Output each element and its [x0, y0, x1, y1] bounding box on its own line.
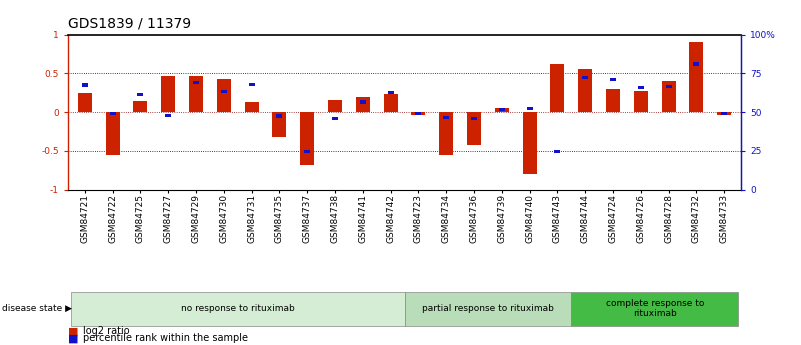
Bar	[523, 112, 537, 174]
Bar	[82, 83, 88, 87]
Bar	[165, 114, 171, 117]
Text: ■: ■	[68, 333, 78, 343]
Bar	[578, 69, 592, 112]
Bar	[248, 82, 255, 86]
Bar	[634, 91, 648, 112]
Bar	[332, 117, 338, 120]
Bar	[443, 116, 449, 119]
Bar	[638, 86, 644, 89]
Bar	[272, 112, 286, 137]
Bar	[328, 100, 342, 112]
Text: no response to rituximab: no response to rituximab	[181, 304, 295, 313]
Bar	[416, 112, 421, 115]
Bar	[78, 93, 92, 112]
Bar	[217, 79, 231, 112]
Bar	[471, 117, 477, 120]
Bar	[606, 89, 620, 112]
Bar	[694, 62, 699, 66]
Bar	[221, 90, 227, 93]
Bar	[193, 81, 199, 84]
Bar	[690, 42, 703, 112]
Bar	[134, 101, 147, 112]
Bar	[356, 97, 370, 112]
Bar	[137, 93, 143, 96]
Text: disease state ▶: disease state ▶	[2, 304, 71, 313]
Bar	[550, 64, 565, 112]
Bar	[110, 112, 115, 115]
Bar	[495, 108, 509, 112]
Bar	[439, 112, 453, 155]
Bar	[717, 112, 731, 115]
Bar	[662, 81, 675, 112]
Text: log2 ratio: log2 ratio	[83, 326, 129, 336]
Bar	[582, 76, 588, 79]
Bar	[721, 112, 727, 115]
Bar	[666, 85, 672, 88]
Bar	[499, 108, 505, 111]
Bar	[106, 112, 119, 155]
Text: partial response to rituximab: partial response to rituximab	[422, 304, 553, 313]
Bar	[304, 150, 310, 153]
Bar	[276, 115, 283, 118]
Bar	[610, 78, 616, 81]
Bar	[360, 100, 366, 104]
Bar	[189, 76, 203, 112]
Bar	[526, 107, 533, 110]
Text: complete response to
rituximab: complete response to rituximab	[606, 299, 704, 318]
Bar	[412, 112, 425, 115]
Bar	[467, 112, 481, 145]
Bar	[554, 150, 561, 153]
Text: GDS1839 / 11379: GDS1839 / 11379	[68, 17, 191, 31]
Bar	[384, 94, 397, 112]
Bar	[300, 112, 314, 165]
Bar	[244, 102, 259, 112]
Bar	[161, 76, 175, 112]
Text: percentile rank within the sample: percentile rank within the sample	[83, 333, 248, 343]
Text: ■: ■	[68, 326, 78, 336]
Bar	[388, 91, 393, 94]
